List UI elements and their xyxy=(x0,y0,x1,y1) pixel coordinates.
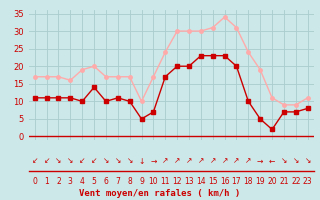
Text: →: → xyxy=(150,156,156,166)
Text: ↘: ↘ xyxy=(55,156,62,166)
Text: 23: 23 xyxy=(303,176,312,186)
Text: 15: 15 xyxy=(208,176,218,186)
Text: ↙: ↙ xyxy=(32,156,38,166)
Text: 1: 1 xyxy=(44,176,49,186)
Text: ↓: ↓ xyxy=(138,156,145,166)
Text: 3: 3 xyxy=(68,176,73,186)
Text: ↗: ↗ xyxy=(198,156,204,166)
Text: 0: 0 xyxy=(32,176,37,186)
Text: 9: 9 xyxy=(139,176,144,186)
Text: ↗: ↗ xyxy=(233,156,240,166)
Text: 6: 6 xyxy=(103,176,108,186)
Text: 4: 4 xyxy=(80,176,84,186)
Text: ↙: ↙ xyxy=(79,156,85,166)
Text: 5: 5 xyxy=(92,176,97,186)
Text: 13: 13 xyxy=(184,176,194,186)
Text: 12: 12 xyxy=(172,176,182,186)
Text: ↗: ↗ xyxy=(245,156,252,166)
Text: 22: 22 xyxy=(291,176,300,186)
Text: 19: 19 xyxy=(255,176,265,186)
Text: ↘: ↘ xyxy=(304,156,311,166)
Text: ↘: ↘ xyxy=(126,156,133,166)
Text: 11: 11 xyxy=(161,176,170,186)
Text: ↗: ↗ xyxy=(162,156,168,166)
Text: →: → xyxy=(257,156,263,166)
Text: ↘: ↘ xyxy=(292,156,299,166)
Text: 8: 8 xyxy=(127,176,132,186)
Text: 21: 21 xyxy=(279,176,289,186)
Text: 2: 2 xyxy=(56,176,61,186)
Text: ↙: ↙ xyxy=(44,156,50,166)
Text: 14: 14 xyxy=(196,176,206,186)
Text: 17: 17 xyxy=(232,176,241,186)
Text: ↙: ↙ xyxy=(91,156,97,166)
Text: Vent moyen/en rafales ( km/h ): Vent moyen/en rafales ( km/h ) xyxy=(79,189,241,198)
Text: ↘: ↘ xyxy=(115,156,121,166)
Text: 7: 7 xyxy=(116,176,120,186)
Text: 16: 16 xyxy=(220,176,229,186)
Text: ↘: ↘ xyxy=(67,156,74,166)
Text: 20: 20 xyxy=(267,176,277,186)
Text: ↘: ↘ xyxy=(103,156,109,166)
Text: ↗: ↗ xyxy=(174,156,180,166)
Text: ↘: ↘ xyxy=(281,156,287,166)
Text: ↗: ↗ xyxy=(221,156,228,166)
Text: 10: 10 xyxy=(148,176,158,186)
Text: ←: ← xyxy=(269,156,275,166)
Text: ↗: ↗ xyxy=(210,156,216,166)
Text: ↗: ↗ xyxy=(186,156,192,166)
Text: 18: 18 xyxy=(244,176,253,186)
